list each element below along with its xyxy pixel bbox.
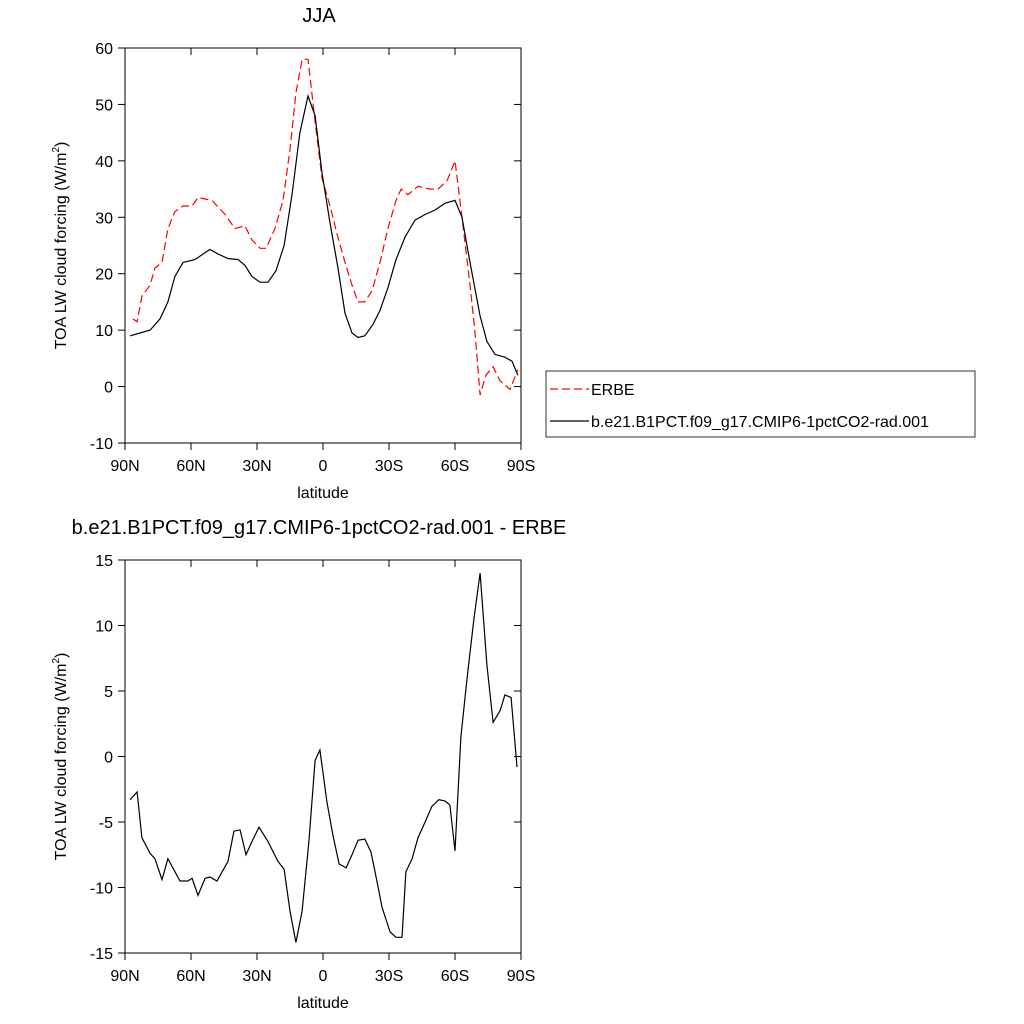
y-tick-label: -10 (90, 881, 113, 898)
chart-title: b.e21.B1PCT.f09_g17.CMIP6-1pctCO2-rad.00… (72, 517, 567, 539)
series-line (129, 573, 518, 943)
x-tick-label: 60N (176, 968, 205, 985)
x-tick-label: 30N (242, 458, 271, 475)
plot-frame (124, 47, 522, 444)
y-tick-label: -10 (90, 436, 113, 453)
x-tick-label: 90N (110, 458, 139, 475)
y-tick-label: 50 (95, 97, 113, 114)
x-tick-label: 30S (375, 458, 403, 475)
x-tick-label: 30N (242, 968, 271, 985)
y-tick-label: 10 (95, 323, 113, 340)
y-tick-label: 5 (104, 684, 113, 701)
y-tick-label: 40 (95, 154, 113, 171)
y-tick-label: 30 (95, 210, 113, 227)
legend-label: ERBE (591, 382, 635, 399)
series-line (132, 58, 519, 396)
legend-label: b.e21.B1PCT.f09_g17.CMIP6-1pctCO2-rad.00… (591, 414, 929, 431)
y-tick-label: 10 (95, 619, 113, 636)
x-tick-label: 60S (441, 458, 469, 475)
x-axis-label: latitude (297, 995, 349, 1012)
x-tick-label: 0 (319, 458, 328, 475)
series-line (129, 93, 519, 376)
x-tick-label: 30S (375, 968, 403, 985)
y-axis-label-sup: 2 (51, 147, 62, 153)
legend-box (545, 370, 976, 438)
x-tick-label: 60N (176, 458, 205, 475)
y-axis-label: TOA LW cloud forcing (W/m2) (51, 653, 70, 861)
y-tick-label: -5 (99, 815, 113, 832)
x-axis-label: latitude (297, 485, 349, 502)
y-tick-label: 15 (95, 553, 113, 570)
x-tick-label: 90S (507, 968, 535, 985)
y-axis-label-sup: 2 (51, 658, 62, 664)
y-tick-label: 0 (104, 380, 113, 397)
y-axis-label-end: ) (53, 142, 70, 147)
y-tick-label: 0 (104, 750, 113, 767)
y-axis-label: TOA LW cloud forcing (W/m2) (51, 142, 70, 350)
y-tick-label: 20 (95, 267, 113, 284)
plot-frame (124, 559, 522, 954)
y-axis-label-end: ) (53, 653, 70, 658)
x-tick-label: 90N (110, 968, 139, 985)
y-axis-label-text: TOA LW cloud forcing (W/m (53, 153, 70, 350)
x-tick-label: 60S (441, 968, 469, 985)
y-axis-label-text: TOA LW cloud forcing (W/m (53, 664, 70, 861)
chart-title: JJA (302, 5, 336, 27)
x-tick-label: 90S (507, 458, 535, 475)
y-tick-label: -15 (90, 946, 113, 963)
x-tick-label: 0 (319, 968, 328, 985)
y-tick-label: 60 (95, 41, 113, 58)
